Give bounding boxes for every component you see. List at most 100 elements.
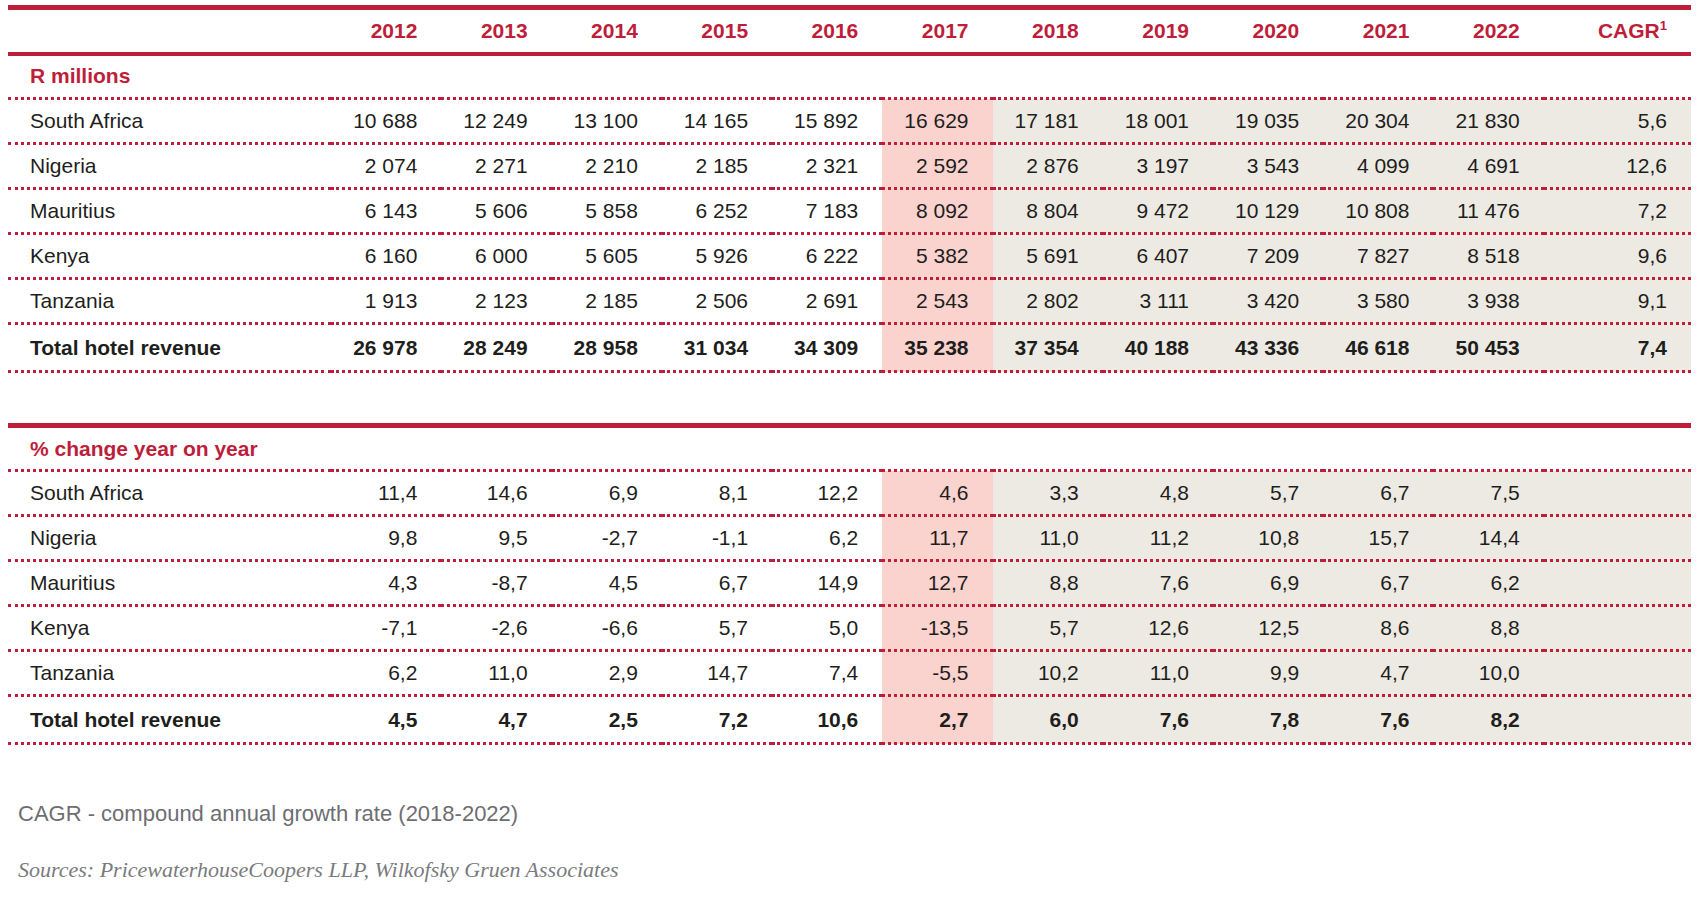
value-cell-2015: 5,7 <box>662 606 772 651</box>
value-cell-2018: 17 181 <box>993 99 1103 144</box>
value-cell-2017: 12,7 <box>882 561 992 606</box>
value-cell-2017: 11,7 <box>882 516 992 561</box>
value-cell-2020: 19 035 <box>1213 99 1323 144</box>
cagr-value-cell: 7,4 <box>1544 324 1691 372</box>
value-cell-2018: 6,0 <box>993 696 1103 744</box>
value-cell-2020: 9,9 <box>1213 651 1323 696</box>
table-row: Kenya-7,1-2,6-6,65,75,0-13,55,712,612,58… <box>8 606 1691 651</box>
value-cell-2016: 7,4 <box>772 651 882 696</box>
value-cell-2021: 4,7 <box>1323 651 1433 696</box>
value-cell-2014: 2 210 <box>552 144 662 189</box>
value-cell-2013: 28 249 <box>441 324 551 372</box>
cagr-value-cell <box>1544 651 1691 696</box>
value-cell-2015: 14,7 <box>662 651 772 696</box>
value-cell-2022: 6,2 <box>1433 561 1543 606</box>
value-cell-2017: 2 592 <box>882 144 992 189</box>
value-cell-2013: 11,0 <box>441 651 551 696</box>
year-header-2022: 2022 <box>1433 8 1543 54</box>
value-cell-2019: 9 472 <box>1103 189 1213 234</box>
value-cell-2018: 5 691 <box>993 234 1103 279</box>
value-cell-2016: 34 309 <box>772 324 882 372</box>
value-cell-2021: 3 580 <box>1323 279 1433 324</box>
year-header-2020: 2020 <box>1213 8 1323 54</box>
value-cell-2015: 6,7 <box>662 561 772 606</box>
section-label: % change year on year <box>8 426 1691 471</box>
cagr-value-cell: 9,1 <box>1544 279 1691 324</box>
value-cell-2020: 7,8 <box>1213 696 1323 744</box>
cagr-value-cell <box>1544 516 1691 561</box>
value-cell-2014: -2,7 <box>552 516 662 561</box>
section-row-r-millions: R millions <box>8 54 1691 99</box>
value-cell-2014: 28 958 <box>552 324 662 372</box>
value-cell-2020: 10,8 <box>1213 516 1323 561</box>
value-cell-2013: -8,7 <box>441 561 551 606</box>
value-cell-2018: 37 354 <box>993 324 1103 372</box>
value-cell-2020: 3 420 <box>1213 279 1323 324</box>
year-header-2012: 2012 <box>331 8 441 54</box>
value-cell-2013: 6 000 <box>441 234 551 279</box>
row-label: Nigeria <box>8 516 331 561</box>
value-cell-2012: 2 074 <box>331 144 441 189</box>
row-label: Nigeria <box>8 144 331 189</box>
value-cell-2022: 8,8 <box>1433 606 1543 651</box>
year-header-2019: 2019 <box>1103 8 1213 54</box>
year-header-2021: 2021 <box>1323 8 1433 54</box>
value-cell-2014: 5 858 <box>552 189 662 234</box>
value-cell-2022: 10,0 <box>1433 651 1543 696</box>
row-label: Kenya <box>8 606 331 651</box>
value-cell-2018: 3,3 <box>993 471 1103 516</box>
value-cell-2017: 2 543 <box>882 279 992 324</box>
value-cell-2013: 12 249 <box>441 99 551 144</box>
value-cell-2020: 3 543 <box>1213 144 1323 189</box>
year-header-2013: 2013 <box>441 8 551 54</box>
value-cell-2020: 10 129 <box>1213 189 1323 234</box>
value-cell-2021: 15,7 <box>1323 516 1433 561</box>
row-label: South Africa <box>8 99 331 144</box>
table-row: Kenya6 1606 0005 6055 9266 2225 3825 691… <box>8 234 1691 279</box>
table-row: South Africa11,414,66,98,112,24,63,34,85… <box>8 471 1691 516</box>
value-cell-2016: 12,2 <box>772 471 882 516</box>
value-cell-2020: 5,7 <box>1213 471 1323 516</box>
value-cell-2018: 10,2 <box>993 651 1103 696</box>
year-header-2015: 2015 <box>662 8 772 54</box>
value-cell-2017: -5,5 <box>882 651 992 696</box>
value-cell-2014: 2 185 <box>552 279 662 324</box>
table-row: Total hotel revenue4,54,72,57,210,62,76,… <box>8 696 1691 744</box>
value-cell-2016: 5,0 <box>772 606 882 651</box>
value-cell-2019: 18 001 <box>1103 99 1213 144</box>
value-cell-2022: 14,4 <box>1433 516 1543 561</box>
cagr-value-cell: 7,2 <box>1544 189 1691 234</box>
percent-change-table: % change year on year South Africa11,414… <box>8 423 1691 745</box>
value-cell-2014: 5 605 <box>552 234 662 279</box>
table-row: South Africa10 68812 24913 10014 16515 8… <box>8 99 1691 144</box>
row-label: Mauritius <box>8 189 331 234</box>
value-cell-2015: 2 185 <box>662 144 772 189</box>
value-cell-2022: 3 938 <box>1433 279 1543 324</box>
value-cell-2018: 8,8 <box>993 561 1103 606</box>
value-cell-2012: 6 160 <box>331 234 441 279</box>
value-cell-2014: 2,5 <box>552 696 662 744</box>
value-cell-2018: 2 802 <box>993 279 1103 324</box>
value-cell-2015: 2 506 <box>662 279 772 324</box>
table-row: Tanzania6,211,02,914,77,4-5,510,211,09,9… <box>8 651 1691 696</box>
value-cell-2012: 9,8 <box>331 516 441 561</box>
value-cell-2022: 50 453 <box>1433 324 1543 372</box>
year-header-2017: 2017 <box>882 8 992 54</box>
table-row: Tanzania1 9132 1232 1852 5062 6912 5432 … <box>8 279 1691 324</box>
value-cell-2013: 5 606 <box>441 189 551 234</box>
value-cell-2019: 3 197 <box>1103 144 1213 189</box>
value-cell-2015: 31 034 <box>662 324 772 372</box>
cagr-header: CAGR1 <box>1544 8 1691 54</box>
value-cell-2016: 14,9 <box>772 561 882 606</box>
value-cell-2012: -7,1 <box>331 606 441 651</box>
value-cell-2022: 21 830 <box>1433 99 1543 144</box>
value-cell-2019: 4,8 <box>1103 471 1213 516</box>
value-cell-2019: 6 407 <box>1103 234 1213 279</box>
value-cell-2012: 11,4 <box>331 471 441 516</box>
value-cell-2019: 40 188 <box>1103 324 1213 372</box>
value-cell-2021: 7,6 <box>1323 696 1433 744</box>
value-cell-2013: 9,5 <box>441 516 551 561</box>
value-cell-2021: 10 808 <box>1323 189 1433 234</box>
value-cell-2015: 8,1 <box>662 471 772 516</box>
value-cell-2020: 12,5 <box>1213 606 1323 651</box>
